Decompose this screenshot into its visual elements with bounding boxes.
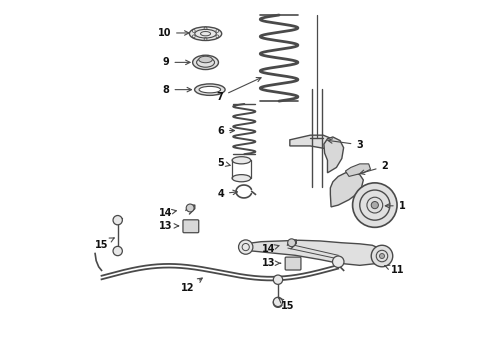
Ellipse shape: [195, 84, 225, 95]
Text: 2: 2: [360, 161, 388, 174]
Circle shape: [353, 183, 397, 227]
Text: 7: 7: [217, 77, 261, 102]
Circle shape: [113, 246, 122, 256]
Text: 13: 13: [262, 258, 281, 268]
Circle shape: [239, 240, 253, 254]
Text: 12: 12: [181, 278, 202, 293]
Ellipse shape: [232, 157, 251, 164]
Text: 15: 15: [95, 238, 114, 249]
Polygon shape: [324, 137, 343, 173]
Circle shape: [333, 256, 344, 267]
Text: 14: 14: [159, 208, 176, 218]
Text: 4: 4: [217, 189, 238, 199]
Ellipse shape: [232, 175, 251, 182]
FancyBboxPatch shape: [183, 220, 199, 233]
Ellipse shape: [193, 55, 219, 69]
Ellipse shape: [199, 86, 221, 93]
Text: 10: 10: [158, 28, 189, 38]
Polygon shape: [290, 135, 340, 150]
Circle shape: [379, 253, 385, 258]
Circle shape: [371, 202, 378, 209]
Text: 8: 8: [163, 85, 192, 95]
Circle shape: [273, 297, 283, 307]
Circle shape: [371, 245, 393, 267]
Text: 15: 15: [278, 298, 294, 311]
Circle shape: [113, 216, 122, 225]
Ellipse shape: [199, 56, 212, 63]
Text: 14: 14: [262, 244, 279, 254]
Circle shape: [186, 204, 194, 212]
Polygon shape: [345, 164, 370, 176]
Ellipse shape: [190, 27, 221, 41]
Text: 9: 9: [163, 57, 190, 67]
Polygon shape: [330, 172, 364, 207]
Text: 5: 5: [217, 158, 230, 168]
Text: 13: 13: [159, 221, 178, 231]
Circle shape: [273, 275, 283, 284]
FancyBboxPatch shape: [285, 257, 301, 270]
Circle shape: [288, 239, 295, 247]
Polygon shape: [242, 240, 387, 265]
Text: 11: 11: [385, 265, 404, 275]
Text: 1: 1: [385, 201, 405, 211]
Text: 3: 3: [328, 139, 363, 150]
Text: 6: 6: [217, 126, 235, 135]
